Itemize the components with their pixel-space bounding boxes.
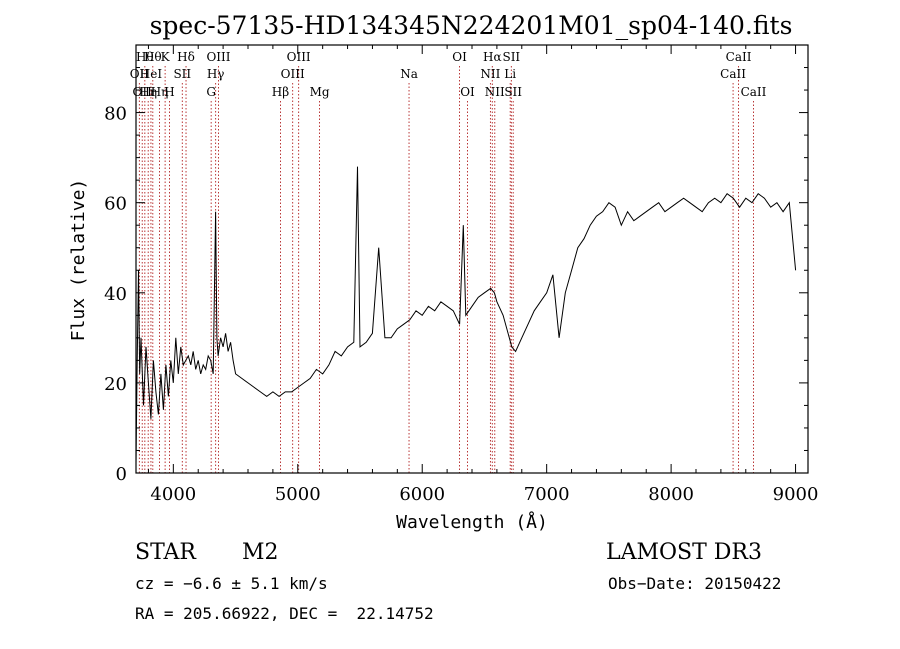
line-marker-label: OI bbox=[452, 50, 467, 64]
line-markers bbox=[138, 66, 754, 473]
line-marker-label: Hγ bbox=[207, 67, 225, 81]
x-tick-label: 5000 bbox=[275, 484, 321, 505]
x-axis-ticks: 4000 5000 6000 7000 8000 9000 bbox=[147, 45, 819, 505]
x-tick-label: 7000 bbox=[524, 484, 570, 505]
line-marker-label: H bbox=[164, 85, 174, 99]
y-tick-label: 0 bbox=[116, 464, 127, 485]
line-marker-label: OIII bbox=[281, 67, 305, 81]
y-tick-label: 60 bbox=[104, 194, 127, 215]
coords-text: RA = 205.66922, DEC = 22.14752 bbox=[135, 604, 434, 623]
line-marker-label: Hβ bbox=[272, 85, 289, 99]
line-marker-label: HeI bbox=[140, 67, 163, 81]
line-marker-label: NII bbox=[480, 67, 500, 81]
line-marker-label: NII bbox=[485, 85, 505, 99]
line-marker-label: Hη bbox=[139, 85, 157, 99]
line-marker-label: SII bbox=[502, 50, 520, 64]
line-marker-label: Li bbox=[504, 67, 516, 81]
y-tick-label: 40 bbox=[104, 284, 127, 305]
survey-name: LAMOST DR3 bbox=[606, 540, 762, 565]
chart-title: spec-57135-HD134345N224201M01_sp04-140.f… bbox=[150, 11, 793, 40]
line-marker-label: OII bbox=[130, 67, 150, 81]
x-tick-label: 4000 bbox=[150, 484, 196, 505]
line-marker-label: K bbox=[161, 50, 171, 64]
x-tick-label: 6000 bbox=[399, 484, 445, 505]
line-marker-label: CaII bbox=[720, 67, 746, 81]
line-marker-label: G bbox=[206, 85, 216, 99]
line-marker-label: Hθ bbox=[144, 50, 162, 64]
y-axis-label: Flux (relative) bbox=[68, 179, 89, 342]
y-tick-label: 80 bbox=[104, 104, 127, 125]
object-subclass: M2 bbox=[242, 540, 279, 565]
line-marker-label: Hη bbox=[151, 85, 169, 99]
object-class: STAR bbox=[135, 540, 196, 565]
line-marker-label: Hδ bbox=[177, 50, 195, 64]
line-marker-label: Hα bbox=[483, 50, 502, 64]
line-marker-label: SII bbox=[504, 85, 522, 99]
line-marker-labels: OII OII Hθ Hη HeI Hθ Hη K H SII Hδ G Hγ OIII Hβ OIII OII… bbox=[130, 50, 767, 99]
obs-date: Obs−Date: 20150422 bbox=[608, 574, 782, 593]
x-tick-label: 8000 bbox=[648, 484, 694, 505]
line-marker-label: CaII bbox=[726, 50, 752, 64]
line-marker-label: Mg bbox=[310, 85, 330, 99]
spectrum-line bbox=[135, 166, 797, 465]
line-marker-label: SII bbox=[173, 67, 191, 81]
y-axis-ticks: 0 20 40 60 80 bbox=[104, 67, 808, 485]
x-axis-label: Wavelength (Å) bbox=[396, 511, 548, 533]
line-marker-label: Na bbox=[400, 67, 418, 81]
line-marker-label: OI bbox=[460, 85, 475, 99]
plot-frame bbox=[135, 44, 809, 474]
redshift-text: cz = −6.6 ± 5.1 km/s bbox=[135, 574, 328, 593]
y-tick-label: 20 bbox=[104, 374, 127, 395]
line-marker-label: Hθ bbox=[136, 50, 154, 64]
line-marker-label: OII bbox=[133, 85, 153, 99]
line-marker-label: OIII bbox=[206, 50, 230, 64]
x-tick-label: 9000 bbox=[773, 484, 819, 505]
line-marker-label: CaII bbox=[741, 85, 767, 99]
line-marker-label: OIII bbox=[287, 50, 311, 64]
